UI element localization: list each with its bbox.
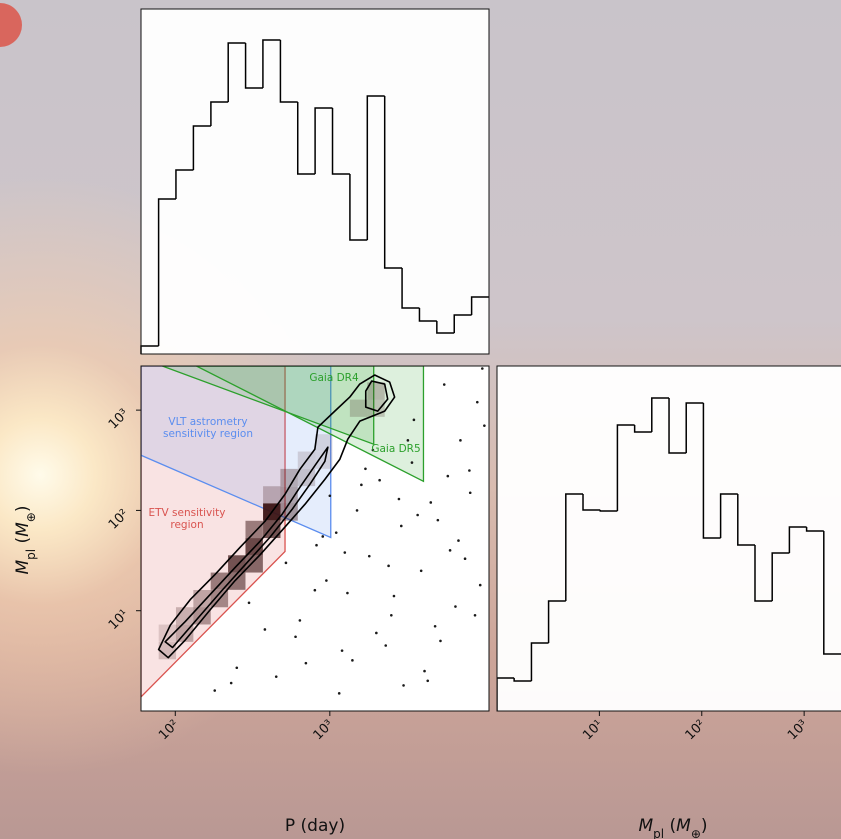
scatter-point: [299, 619, 302, 622]
page: {"chart_data": [ {"type": "histogram", "…: [0, 0, 841, 839]
scatter-point: [329, 494, 332, 497]
axis-label-part: M: [13, 522, 33, 537]
y-tick-label: 10¹: [106, 607, 132, 633]
scatter-point: [275, 675, 278, 678]
scatter-point: [294, 635, 297, 638]
scatter-point: [483, 424, 486, 427]
scatter-point: [469, 491, 472, 494]
density-cell: [193, 590, 210, 607]
axis-label-part: pl: [24, 549, 38, 560]
axis-label: Mpl (M⊕): [13, 505, 38, 574]
y-tick-label: 10²: [106, 507, 132, 533]
scatter-point: [364, 467, 367, 470]
axis-label-part: ): [13, 505, 33, 512]
region-label: region: [170, 519, 203, 531]
scatter-point: [390, 614, 393, 617]
scatter-point: [457, 539, 460, 542]
scatter-point: [420, 569, 423, 572]
scatter-point: [368, 555, 371, 558]
scatter-point: [264, 628, 267, 631]
scatter-point: [384, 644, 387, 647]
scatter-point: [360, 484, 363, 487]
region-label: Gaia DR5: [371, 443, 420, 455]
scatter-point: [474, 614, 477, 617]
scatter-point: [416, 514, 419, 517]
scatter-point: [400, 525, 403, 528]
axis-label-part: M: [638, 816, 653, 836]
scatter-point: [481, 367, 484, 370]
y-tick-label: 10³: [106, 406, 132, 432]
x-tick-label: 10²: [683, 717, 709, 743]
panel-background: [141, 9, 489, 354]
scatter-point: [315, 544, 318, 547]
scatter-point: [443, 383, 446, 386]
scatter-point: [479, 584, 482, 587]
scatter-point: [314, 589, 317, 592]
axis-label-part: M: [13, 560, 33, 575]
scatter-point: [447, 475, 450, 478]
scatter-point: [235, 666, 238, 669]
axis-label: P (day): [285, 816, 345, 836]
scatter-point: [375, 632, 378, 635]
scatter-point: [398, 498, 401, 501]
scatter-point: [459, 439, 462, 442]
scatter-point: [335, 531, 338, 534]
density-cell: [245, 555, 262, 572]
scatter-point: [351, 659, 354, 662]
scatter-point: [449, 549, 452, 552]
scatter-point: [387, 565, 390, 568]
scatter-point: [413, 419, 416, 422]
density-cell: [245, 521, 262, 538]
scatter-point: [285, 562, 288, 565]
x-tick-label: 10³: [311, 717, 337, 743]
scatter-point: [356, 509, 359, 512]
scatter-point: [476, 401, 479, 404]
figure: ETV sensitivityregion VLT astrometrysensi…: [0, 0, 841, 839]
axis-label: Mpl (M⊕): [638, 816, 707, 839]
scatter-point: [325, 579, 328, 582]
scatter-point: [468, 469, 471, 472]
x-tick-label: 10²: [156, 717, 182, 743]
scatter-point: [321, 535, 324, 538]
scatter-point: [213, 689, 216, 692]
axis-label-part: ⊕: [24, 512, 38, 522]
scatter-point: [437, 519, 440, 522]
scatter-point: [338, 692, 341, 695]
axis-label-part: M: [676, 816, 691, 836]
x-tick-label: 10¹: [580, 717, 606, 743]
scatter-point: [411, 461, 414, 464]
region-label: sensitivity region: [163, 428, 253, 440]
axis-label-part: ): [701, 816, 708, 836]
region-label: VLT astrometry: [168, 416, 247, 428]
axis-label-part: (: [13, 537, 33, 549]
scatter-point: [378, 479, 381, 482]
density-cell: [263, 486, 280, 503]
axis-label-part: ⊕: [691, 827, 701, 839]
scatter-point: [429, 501, 432, 504]
density-cell: [315, 434, 332, 451]
scatter-point: [346, 592, 349, 595]
app-icon: [0, 3, 22, 47]
region-label: ETV sensitivity: [148, 507, 225, 519]
scatter-point: [305, 662, 308, 665]
x-tick-label: 10³: [785, 717, 811, 743]
scatter-point: [426, 680, 429, 683]
scatter-point: [393, 595, 396, 598]
scatter-point: [407, 439, 410, 442]
density-cell: [350, 400, 367, 417]
scatter-point: [464, 557, 467, 560]
scatter-point: [341, 649, 344, 652]
scatter-point: [248, 601, 251, 604]
scatter-point: [434, 625, 437, 628]
axis-label-part: pl: [653, 827, 664, 839]
scatter-point: [344, 551, 347, 554]
axis-label-part: (: [664, 816, 676, 836]
scatter-point: [402, 684, 405, 687]
scatter-point: [454, 605, 457, 608]
scatter-point: [439, 640, 442, 643]
scatter-point: [423, 670, 426, 673]
scatter-point: [230, 682, 233, 685]
region-label: Gaia DR4: [309, 372, 359, 384]
